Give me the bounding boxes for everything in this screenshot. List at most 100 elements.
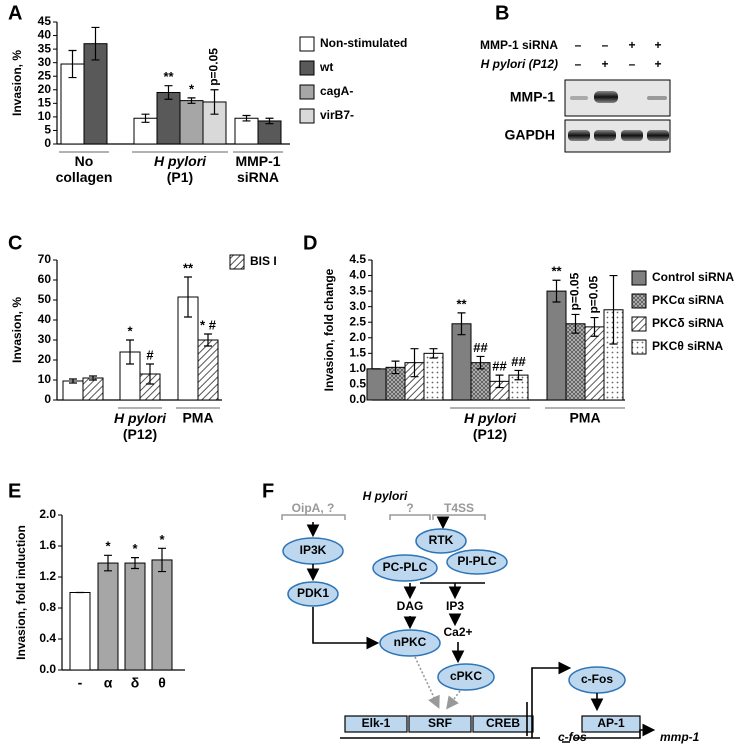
node-label: nPKC xyxy=(394,635,427,649)
band-label: GAPDH xyxy=(504,127,555,143)
bar xyxy=(151,559,173,671)
node xyxy=(415,528,467,554)
legend-swatch xyxy=(229,254,245,270)
annotation: * xyxy=(132,541,138,556)
legend-swatch xyxy=(299,84,315,100)
y-tick-label: 40 xyxy=(38,312,52,326)
legend-swatch xyxy=(299,60,315,76)
bar xyxy=(565,323,586,401)
y-tick-label: 0.4 xyxy=(39,631,56,645)
error-bar xyxy=(184,276,192,318)
blot-row-label: H pylori (P12) xyxy=(481,57,558,71)
y-axis-label: Invasion, % xyxy=(10,50,24,116)
legend-label: virB7- xyxy=(320,108,354,122)
category-line: H pylori xyxy=(154,153,207,169)
error-bar xyxy=(571,313,580,334)
error-bar xyxy=(89,375,97,381)
x-category-label: δ xyxy=(131,675,140,691)
error-bar xyxy=(91,26,100,61)
bar xyxy=(546,290,567,401)
node-label: PC-PLC xyxy=(383,560,428,574)
legend-label: cagA- xyxy=(320,84,353,98)
legend-swatch xyxy=(299,108,315,124)
promoter-label: CREB xyxy=(486,716,520,730)
y-tick-label: 30 xyxy=(38,55,52,69)
dotted-arrow xyxy=(414,656,440,709)
error-bar xyxy=(495,374,504,389)
blot-sign: – xyxy=(575,38,582,52)
band xyxy=(594,130,616,141)
pathway-diagram: H pylori OipA, ? ? T4SS IP3K RTK PI-PLC … xyxy=(281,489,700,744)
band xyxy=(570,96,588,100)
error-bar xyxy=(410,348,419,378)
band xyxy=(594,91,618,103)
y-tick-label: 0 xyxy=(44,136,51,150)
legend-label: PKCδ siRNA xyxy=(652,316,724,330)
error-bar xyxy=(514,369,523,381)
annotation: p=0.05 xyxy=(587,276,601,314)
x-category-label: α xyxy=(104,675,113,691)
bar xyxy=(366,368,387,401)
category-line: No xyxy=(75,153,94,169)
bar xyxy=(82,377,104,401)
y-tick-label: 3.5 xyxy=(349,283,366,297)
error-bar xyxy=(126,339,134,365)
x-category-label: PMA xyxy=(182,410,213,426)
error-bar xyxy=(552,279,561,303)
annotation: p=0.05 xyxy=(568,272,582,310)
legend-label: Control siRNA xyxy=(652,270,734,284)
y-tick-label: 50 xyxy=(38,292,52,306)
bar xyxy=(62,380,84,401)
error-bar xyxy=(210,89,219,115)
arrow xyxy=(526,668,568,738)
annotation: ## xyxy=(492,359,507,374)
annotation: * xyxy=(159,532,165,547)
node-label: IP3K xyxy=(300,543,327,557)
category-line: H pylori xyxy=(114,410,167,426)
category-line: (P12) xyxy=(123,426,157,442)
y-axis-label: Invasion, fold change xyxy=(322,268,336,391)
category-line: collagen xyxy=(56,169,113,185)
y-tick-label: 60 xyxy=(38,272,52,286)
y-tick-label: 1.5 xyxy=(349,346,366,360)
y-tick-label: 1.2 xyxy=(39,569,56,583)
error-bar xyxy=(146,363,154,385)
error-bar xyxy=(158,547,166,573)
node-label: PI-PLC xyxy=(457,554,497,568)
dotted-arrow xyxy=(446,690,461,710)
node xyxy=(372,554,438,582)
y-tick-label: 2.0 xyxy=(349,330,366,344)
y-tick-label: 20 xyxy=(38,82,52,96)
y-tick-label: 2.0 xyxy=(39,507,56,521)
annotation: ** xyxy=(456,296,467,311)
promoter-box xyxy=(581,715,641,733)
input-label: OipA, ? xyxy=(292,501,335,515)
blot-sign: – xyxy=(629,57,636,71)
node-label: RTK xyxy=(429,533,454,547)
bar xyxy=(97,562,119,671)
error-bar xyxy=(141,113,150,123)
source-label: H pylori xyxy=(363,489,408,503)
category-line: H pylori xyxy=(464,410,517,426)
band xyxy=(621,130,643,141)
y-tick-label: 3.0 xyxy=(349,299,366,313)
x-category-label: H pylori (P12) xyxy=(114,410,167,442)
blot-row-label: MMP-1 siRNA xyxy=(480,38,558,52)
y-tick-label: 70 xyxy=(38,252,52,266)
bar xyxy=(257,120,282,145)
legend-label: Non-stimulated xyxy=(320,36,407,50)
bar xyxy=(124,562,146,671)
annotation: * xyxy=(105,539,111,554)
error-bar xyxy=(265,117,274,125)
blot-sign: + xyxy=(601,57,608,71)
error-bar xyxy=(104,554,112,572)
legend-swatch xyxy=(631,270,647,286)
node-label: IP3 xyxy=(446,599,464,613)
y-tick-label: 20 xyxy=(38,352,52,366)
legend-label: wt xyxy=(319,60,333,74)
node-label: cPKC xyxy=(450,669,482,683)
ap1-label: AP-1 xyxy=(597,716,625,730)
bar xyxy=(234,117,259,145)
blot-sign: + xyxy=(654,38,661,52)
annotation: ** xyxy=(183,260,194,275)
